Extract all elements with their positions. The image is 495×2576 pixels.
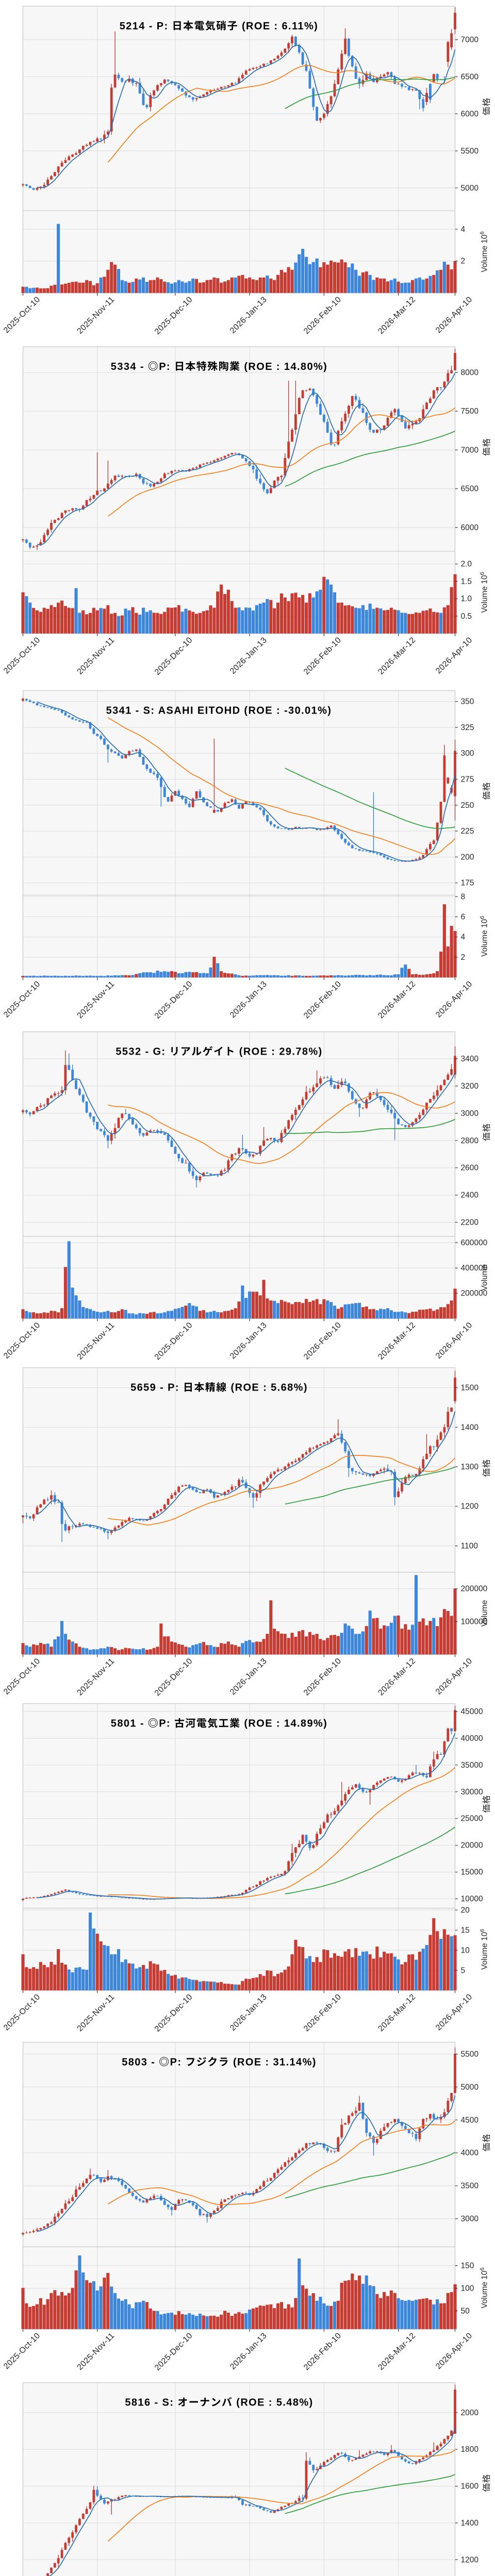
svg-text:150: 150 xyxy=(461,2262,474,2270)
svg-text:(ROE : 5.68%): (ROE : 5.68%) xyxy=(227,1382,308,1394)
svg-text:10000: 10000 xyxy=(461,1895,483,1904)
svg-text:45000: 45000 xyxy=(461,1707,483,1716)
svg-text:3500: 3500 xyxy=(461,2182,479,2191)
svg-text:1300: 1300 xyxy=(461,1463,479,1471)
svg-text:15: 15 xyxy=(461,1926,470,1935)
svg-text:Volume 106: Volume 106 xyxy=(480,916,489,957)
svg-text:20: 20 xyxy=(461,1906,470,1914)
svg-text:200000: 200000 xyxy=(461,1289,488,1298)
svg-text:(ROE : 14.89%): (ROE : 14.89%) xyxy=(240,1718,327,1730)
svg-text:Volume 106: Volume 106 xyxy=(480,572,489,613)
svg-text:300: 300 xyxy=(461,749,474,758)
svg-text:1200: 1200 xyxy=(461,1502,479,1511)
svg-text:250: 250 xyxy=(461,801,474,810)
svg-text:5000: 5000 xyxy=(461,184,479,193)
svg-text:5500: 5500 xyxy=(461,2050,479,2059)
svg-text:8: 8 xyxy=(461,892,466,901)
svg-text:6500: 6500 xyxy=(461,485,479,494)
svg-text:1.5: 1.5 xyxy=(461,577,472,586)
svg-text:5341 - S: ASAHI EITOHD (ROE :: 5341 - S: ASAHI EITOHD (ROE : -30.01%) xyxy=(106,705,332,717)
svg-text:2800: 2800 xyxy=(461,1137,479,1145)
svg-text:2.0: 2.0 xyxy=(461,560,472,569)
svg-text:1.0: 1.0 xyxy=(461,595,472,603)
svg-text:25000: 25000 xyxy=(461,1815,483,1823)
svg-text:5: 5 xyxy=(461,1966,466,1975)
svg-text:200: 200 xyxy=(461,853,474,861)
svg-text:5334 -: 5334 - xyxy=(111,361,148,372)
svg-text:15000: 15000 xyxy=(461,1868,483,1877)
svg-text:40000: 40000 xyxy=(461,1734,483,1743)
svg-text:1400: 1400 xyxy=(461,2519,479,2528)
svg-text:5801 -: 5801 - xyxy=(111,1718,148,1730)
svg-text:350: 350 xyxy=(461,698,474,706)
svg-text:2200: 2200 xyxy=(461,1218,479,1227)
svg-text:3400: 3400 xyxy=(461,1055,479,1063)
svg-text:Volume 106: Volume 106 xyxy=(480,2267,489,2308)
svg-text:200000: 200000 xyxy=(461,1585,488,1594)
svg-text:(ROE : 29.78%): (ROE : 29.78%) xyxy=(236,1046,323,1058)
svg-text:175: 175 xyxy=(461,879,474,888)
svg-text:7000: 7000 xyxy=(461,36,479,44)
svg-text:(ROE : 14.80%): (ROE : 14.80%) xyxy=(240,361,327,372)
svg-text:5532 - G:: 5532 - G: xyxy=(116,1046,169,1058)
svg-text:Volume 106: Volume 106 xyxy=(480,231,489,272)
svg-text:P:: P: xyxy=(170,2057,186,2068)
svg-text:2600: 2600 xyxy=(461,1164,479,1173)
svg-text:(ROE : 31.14%): (ROE : 31.14%) xyxy=(229,2057,317,2068)
svg-text:3000: 3000 xyxy=(461,1109,479,1118)
svg-text:1400: 1400 xyxy=(461,1423,479,1432)
svg-text:1100: 1100 xyxy=(461,1542,478,1551)
svg-text:5214 - P:: 5214 - P: xyxy=(120,21,172,32)
svg-text:3200: 3200 xyxy=(461,1082,479,1091)
svg-text:1800: 1800 xyxy=(461,2445,479,2454)
svg-text:4: 4 xyxy=(461,933,466,942)
svg-text:7000: 7000 xyxy=(461,446,479,454)
svg-text:6500: 6500 xyxy=(461,73,479,81)
svg-text:Volume: Volume xyxy=(481,1600,489,1627)
svg-text:6000: 6000 xyxy=(461,110,479,118)
svg-text:P:: P: xyxy=(159,361,174,372)
svg-text:6000: 6000 xyxy=(461,523,479,532)
svg-text:600000: 600000 xyxy=(461,1239,488,1247)
svg-text:4000: 4000 xyxy=(461,2149,479,2158)
svg-text:225: 225 xyxy=(461,827,474,836)
svg-text:4: 4 xyxy=(461,225,466,234)
svg-text:2000: 2000 xyxy=(461,2409,479,2417)
svg-text:P:: P: xyxy=(159,1718,174,1730)
svg-text:5803 -: 5803 - xyxy=(122,2057,159,2068)
svg-text:4500: 4500 xyxy=(461,2116,479,2125)
svg-text:50: 50 xyxy=(461,2307,470,2315)
svg-text:1600: 1600 xyxy=(461,2482,479,2491)
svg-text:2400: 2400 xyxy=(461,1191,479,1200)
svg-text:100: 100 xyxy=(461,2284,474,2293)
svg-text:5500: 5500 xyxy=(461,147,479,156)
svg-text:325: 325 xyxy=(461,723,474,732)
svg-text:35000: 35000 xyxy=(461,1761,483,1770)
svg-text:5816 - S:: 5816 - S: xyxy=(125,2397,177,2409)
svg-text:5000: 5000 xyxy=(461,2083,479,2092)
svg-text:6: 6 xyxy=(461,913,466,922)
svg-text:7500: 7500 xyxy=(461,407,479,416)
svg-text:275: 275 xyxy=(461,775,474,784)
svg-text:10: 10 xyxy=(461,1946,470,1955)
svg-text:100000: 100000 xyxy=(461,1618,488,1626)
svg-text:20000: 20000 xyxy=(461,1841,483,1850)
svg-text:Volume 106: Volume 106 xyxy=(480,1929,489,1970)
svg-text:(ROE : 6.11%): (ROE : 6.11%) xyxy=(238,21,318,32)
svg-text:3000: 3000 xyxy=(461,2215,479,2224)
svg-text:2: 2 xyxy=(461,953,466,962)
svg-text:0.5: 0.5 xyxy=(461,612,472,621)
svg-text:(ROE : 5.48%): (ROE : 5.48%) xyxy=(233,2397,313,2409)
svg-text:Volume: Volume xyxy=(481,1264,489,1291)
svg-text:2: 2 xyxy=(461,257,466,266)
svg-text:8000: 8000 xyxy=(461,368,479,377)
svg-text:1500: 1500 xyxy=(461,1384,479,1393)
svg-text:30000: 30000 xyxy=(461,1788,483,1797)
svg-text:400000: 400000 xyxy=(461,1264,488,1273)
svg-text:5659 - P:: 5659 - P: xyxy=(130,1382,183,1394)
svg-text:1200: 1200 xyxy=(461,2555,479,2564)
